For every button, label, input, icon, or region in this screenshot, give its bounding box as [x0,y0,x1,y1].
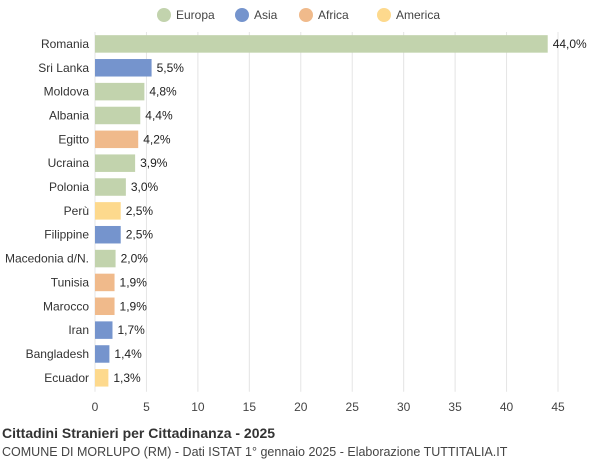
value-label: 4,8% [149,85,177,99]
bar [95,35,548,53]
bar [95,202,121,220]
category-label: Bangladesh [26,347,89,361]
x-tick-label: 5 [143,400,150,414]
value-label: 5,5% [157,61,185,75]
bar [95,130,139,149]
category-label: Macedonia d/N. [5,252,89,266]
value-label: 4,2% [143,132,171,146]
value-label: 1,4% [114,347,142,361]
category-label: Sri Lanka [38,61,89,75]
category-label: Iran [68,323,89,337]
bar [95,321,113,339]
value-label: 1,9% [120,275,148,289]
legend-label: America [396,8,440,22]
x-tick-label: 25 [346,400,360,414]
category-label: Egitto [58,132,89,146]
bar [95,249,116,268]
x-tick-label: 0 [92,400,99,414]
category-label: Albania [49,108,89,122]
legend-swatch [377,8,391,22]
x-tick-label: 40 [500,400,514,414]
category-label: Tunisia [51,275,90,289]
x-tick-label: 30 [397,400,411,414]
value-label: 3,9% [140,156,168,170]
x-gridlines [94,32,559,392]
legend: Europa Asia Africa America [157,8,440,22]
bar [95,82,145,101]
value-label: 1,7% [117,323,145,337]
legend-label: Europa [176,8,215,22]
chart-title: Cittadini Stranieri per Cittadinanza - 2… [2,425,276,441]
value-label: 1,3% [113,371,141,385]
category-label: Marocco [43,299,89,313]
value-label: 2,0% [121,252,149,266]
legend-swatch [235,8,249,22]
bar [95,225,121,244]
category-label: Ecuador [44,371,89,385]
x-tick-label: 15 [243,400,257,414]
value-label: 2,5% [126,228,154,242]
category-label: Polonia [49,180,89,194]
x-tick-label: 45 [551,400,565,414]
x-tick-label: 10 [191,400,205,414]
value-label: 3,0% [131,180,159,194]
legend-label: Asia [254,8,278,22]
bar-chart: 0 5 10 15 20 25 30 35 40 45 Romania 44,0% Sri Lanka 5… [5,8,587,414]
bar [95,106,141,125]
bar [95,273,115,292]
category-label: Perù [64,204,89,218]
bar [95,369,109,387]
category-label: Romania [41,37,89,51]
chart-subtitle: COMUNE DI MORLUPO (RM) - Dati ISTAT 1° g… [2,445,508,459]
x-tick-label: 35 [448,400,462,414]
legend-label: Africa [318,8,349,22]
value-label: 2,5% [126,204,154,218]
x-tick-label: 20 [294,400,308,414]
value-label: 1,9% [120,299,148,313]
bar [95,59,152,77]
category-label: Moldova [44,85,90,99]
bar [95,297,115,316]
bar [95,178,126,196]
category-label: Filippine [44,228,89,242]
value-label: 4,4% [145,108,173,122]
value-label: 44,0% [553,37,587,51]
category-label: Ucraina [48,156,90,170]
legend-swatch [157,8,171,22]
bar [95,345,110,363]
legend-swatch [299,8,313,22]
bar [95,154,136,172]
